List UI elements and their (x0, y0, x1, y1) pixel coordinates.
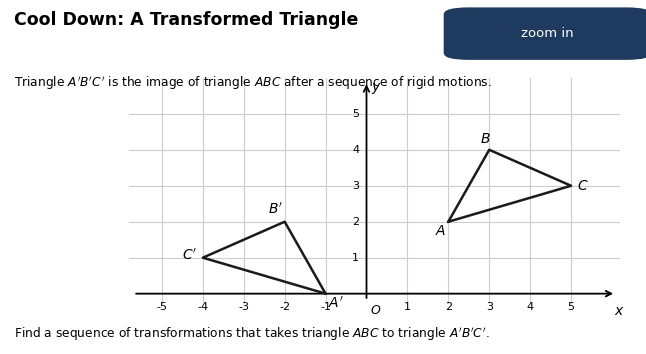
Text: 4: 4 (526, 302, 534, 312)
Text: $C$: $C$ (578, 179, 589, 193)
Text: 3: 3 (486, 302, 493, 312)
Text: Find a sequence of transformations that takes triangle $ABC$ to triangle $A'B'C': Find a sequence of transformations that … (14, 326, 490, 343)
Text: $A'$: $A'$ (328, 296, 343, 311)
Text: 1: 1 (404, 302, 411, 312)
Text: $O$: $O$ (370, 304, 381, 317)
Text: Triangle $A'B'C'$ is the image of triangle $ABC$ after a sequence of rigid motio: Triangle $A'B'C'$ is the image of triang… (14, 74, 492, 92)
Text: $A$: $A$ (435, 223, 446, 238)
Text: 1: 1 (352, 253, 359, 263)
Text: 5: 5 (568, 302, 574, 312)
Text: Cool Down: A Transformed Triangle: Cool Down: A Transformed Triangle (14, 11, 359, 29)
Text: $y$: $y$ (371, 81, 382, 96)
Text: -3: -3 (238, 302, 249, 312)
Text: 5: 5 (352, 109, 359, 119)
Text: $C'$: $C'$ (182, 248, 196, 263)
Text: 4: 4 (352, 145, 359, 155)
Text: $B$: $B$ (480, 132, 490, 146)
Text: -1: -1 (320, 302, 331, 312)
Text: 3: 3 (352, 181, 359, 191)
Text: $x$: $x$ (614, 304, 625, 318)
Text: -5: -5 (156, 302, 167, 312)
Text: 2: 2 (352, 217, 359, 227)
Text: zoom in: zoom in (521, 27, 574, 40)
Text: -2: -2 (279, 302, 290, 312)
Text: $B'$: $B'$ (267, 202, 283, 217)
Text: -4: -4 (197, 302, 209, 312)
Text: 2: 2 (444, 302, 452, 312)
FancyBboxPatch shape (444, 7, 646, 60)
